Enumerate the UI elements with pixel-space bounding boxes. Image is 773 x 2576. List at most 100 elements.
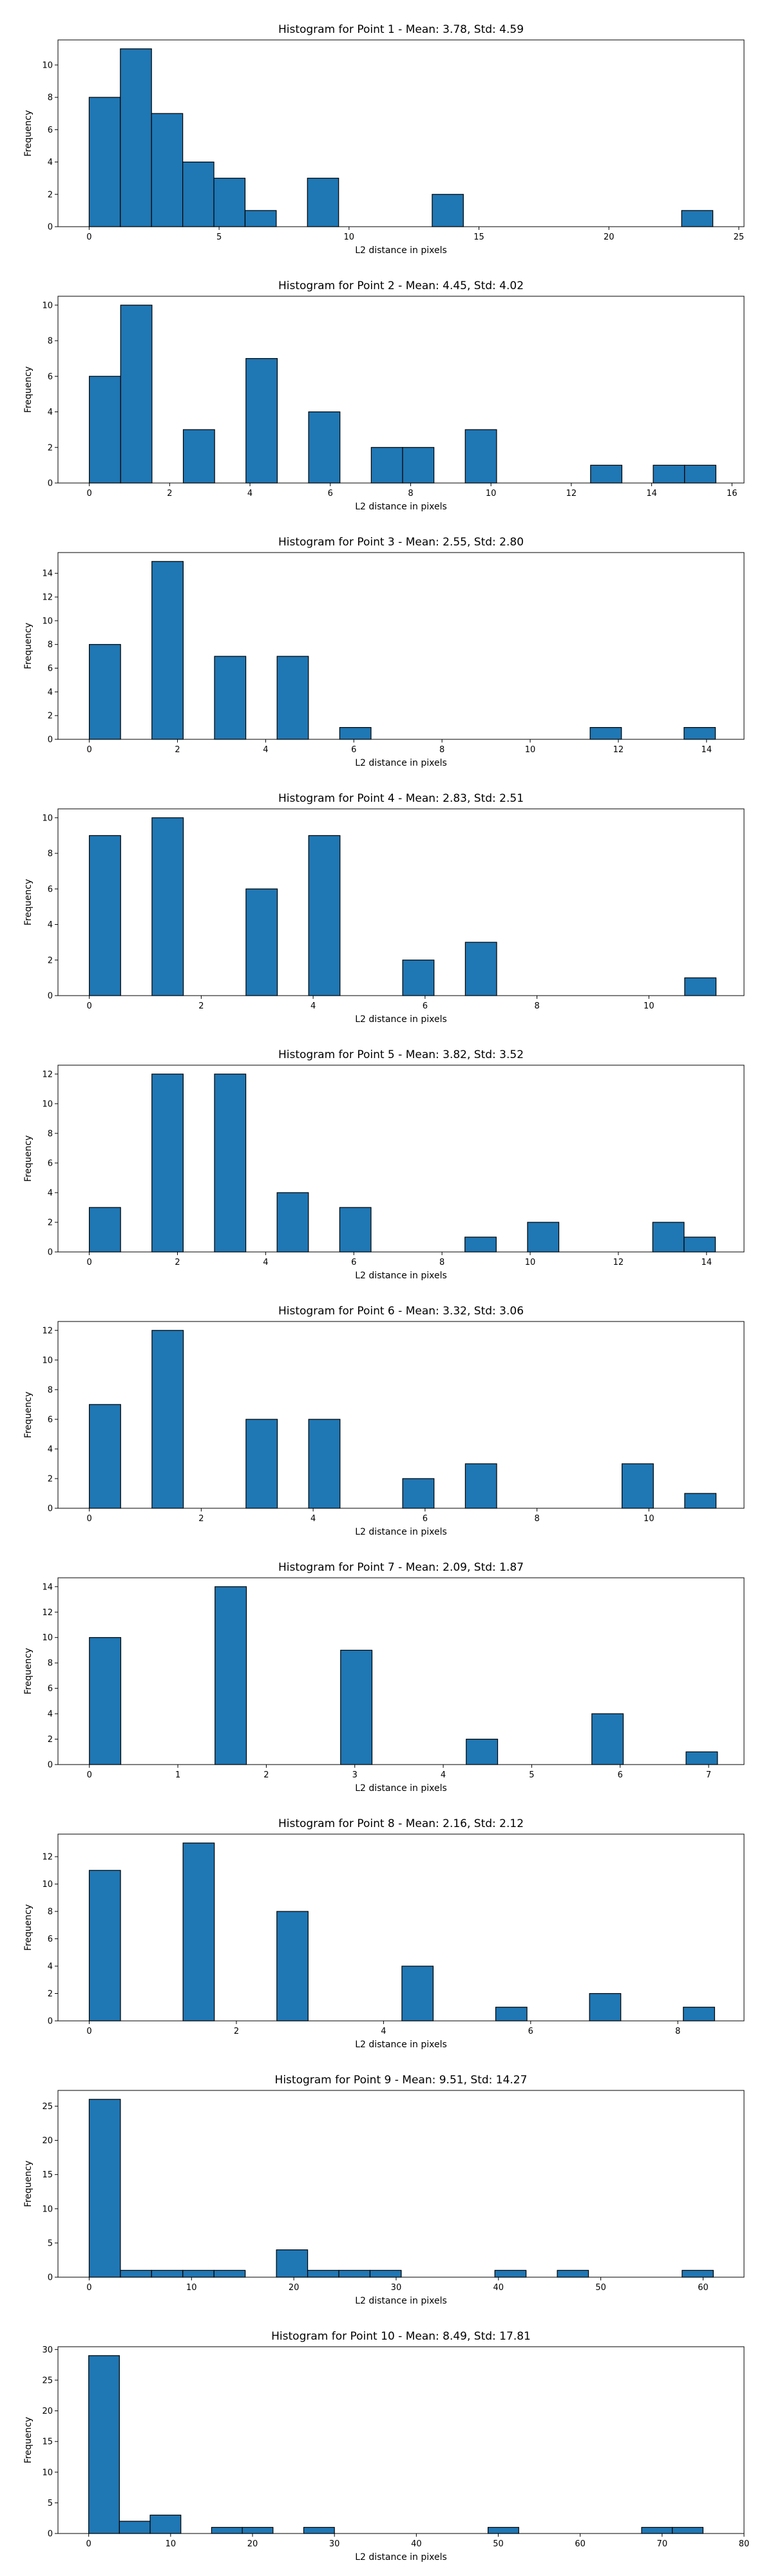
y-axis-label: Frequency [23,366,33,413]
histogram-bar [402,1478,435,1509]
x-tick-label: 0 [86,2283,91,2293]
y-axis-label: Frequency [23,623,33,669]
x-tick-label: 4 [263,1258,268,1267]
y-tick-label: 4 [48,1188,53,1198]
histogram-bar [652,1222,685,1253]
x-tick-label: 8 [534,1514,539,1524]
histogram-bar [339,726,372,740]
y-tick-label: 2 [48,1474,53,1484]
chart-3: Histogram for Point 3 - Mean: 2.55, Std:… [23,536,745,768]
histogram-bar [466,1738,499,1765]
chart-title: Histogram for Point 1 - Mean: 3.78, Std:… [278,23,524,36]
y-axis-label: Frequency [23,2417,33,2463]
histogram-bar [684,1493,717,1509]
histogram-bar [213,2269,246,2278]
x-tick-label: 4 [310,1001,316,1011]
histogram-bar [89,375,121,484]
chart-title: Histogram for Point 5 - Mean: 3.82, Std:… [278,1048,524,1061]
histogram-bar [245,888,278,996]
x-tick-label: 8 [439,1258,444,1267]
y-tick-label: 0 [48,223,53,232]
y-tick-label: 4 [48,408,53,417]
histogram-bar [151,817,184,996]
y-tick-label: 6 [48,885,53,895]
y-tick-label: 0 [48,479,53,489]
x-tick-label: 0 [87,1001,92,1011]
x-tick-label: 0 [87,1770,92,1780]
histogram-bar [89,1207,121,1253]
y-tick-label: 6 [48,1684,53,1694]
y-tick-label: 10 [42,61,53,70]
x-tick-label: 80 [739,2539,750,2549]
x-tick-label: 6 [351,745,356,755]
x-tick-label: 0 [86,489,91,498]
y-tick-label: 10 [42,2468,53,2477]
y-tick-label: 8 [48,1129,53,1139]
y-tick-label: 6 [48,372,53,382]
histogram-bar [683,726,716,740]
x-tick-label: 10 [525,1258,536,1267]
plot-frame [57,296,745,484]
histogram-bar [213,178,246,227]
x-tick-label: 0 [86,2027,91,2036]
x-tick-label: 10 [525,745,536,755]
x-tick-label: 30 [329,2539,340,2549]
y-tick-label: 6 [48,1935,53,1944]
y-tick-label: 8 [48,1385,53,1395]
x-tick-label: 5 [216,232,222,242]
histogram-bar [303,2526,335,2534]
histogram-bar [683,1236,716,1253]
bar-group [89,1074,716,1253]
x-tick-label: 0 [86,1258,91,1267]
x-tick-label: 4 [441,1770,446,1780]
histogram-bar [401,1965,434,2022]
y-tick-label: 4 [48,158,53,167]
x-tick-label: 8 [534,1001,539,1011]
x-tick-label: 7 [706,1770,711,1780]
x-tick-label: 12 [566,489,577,498]
histogram-bar [672,2526,704,2534]
x-tick-label: 14 [646,489,657,498]
x-tick-label: 0 [86,2539,91,2549]
x-axis-label: L2 distance in pixels [355,1783,447,1794]
y-tick-label: 14 [42,569,53,579]
x-tick-label: 10 [186,2283,197,2293]
histogram-bar [589,1993,622,2022]
y-axis-label: Frequency [23,1904,33,1951]
bar-group [89,1330,717,1509]
y-tick-label: 10 [42,2204,53,2214]
bar-group [89,1586,718,1765]
y-tick-label: 8 [48,337,53,346]
y-tick-label: 4 [48,1710,53,1719]
bar-group [89,817,717,996]
histogram-bar [432,194,464,227]
x-axis-label: L2 distance in pixels [355,2296,447,2306]
histogram-bar [214,656,247,740]
x-tick-label: 4 [310,1514,316,1524]
histogram-bar [464,1236,497,1253]
x-tick-label: 25 [734,232,745,242]
chart-title: Histogram for Point 4 - Mean: 2.83, Std:… [278,792,524,805]
y-tick-label: 0 [48,735,53,745]
x-axis-label: L2 distance in pixels [355,245,447,256]
x-tick-label: 2 [263,1770,269,1780]
histogram-bar [682,2269,714,2278]
x-axis-label: L2 distance in pixels [355,1271,447,1281]
x-tick-label: 20 [289,2283,300,2293]
histogram-bar [244,210,277,227]
histogram-bar [245,1419,278,1509]
y-tick-label: 10 [42,1099,53,1109]
y-tick-label: 6 [48,126,53,135]
histogram-bar [214,1074,247,1253]
histogram-bar [684,977,717,996]
y-tick-label: 12 [42,1853,53,1862]
plot-frame [57,2090,745,2278]
histogram-bar [119,2521,151,2534]
histogram-bar [340,1649,373,1765]
histogram-bar [88,1870,121,2022]
x-tick-label: 10 [486,489,497,498]
x-axis-label: L2 distance in pixels [355,2040,447,2050]
histogram-bar [276,656,309,740]
histogram-bar [242,2526,274,2534]
histogram-bar [88,2099,121,2278]
